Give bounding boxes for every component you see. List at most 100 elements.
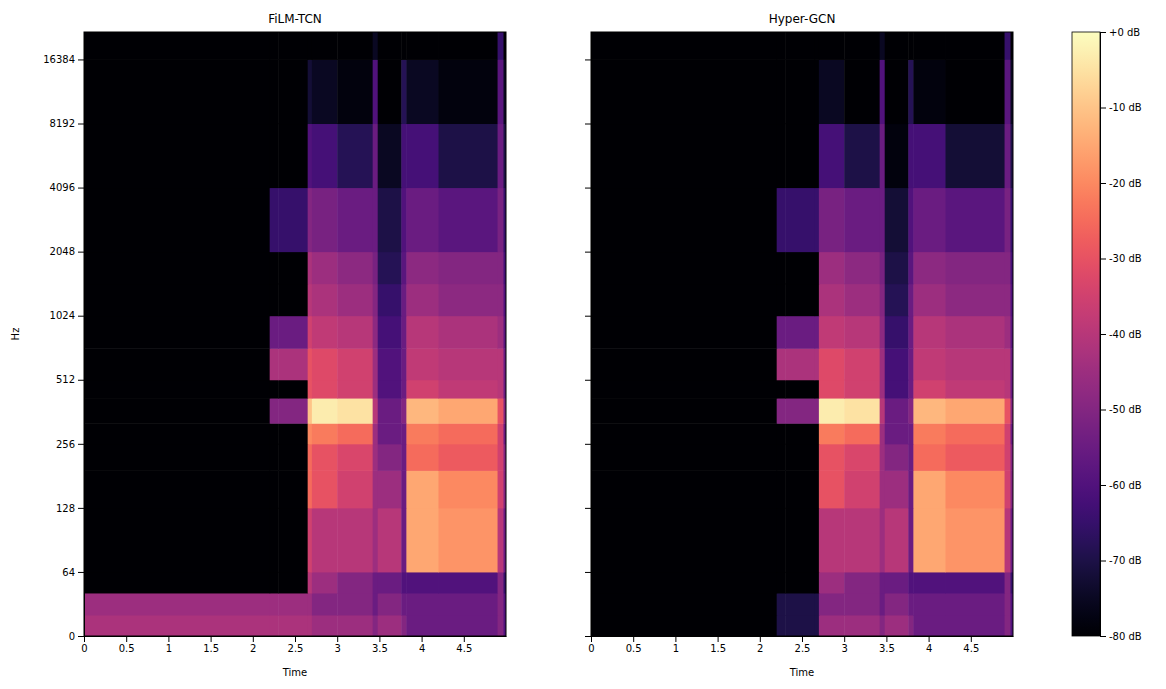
cell [913, 32, 946, 60]
cell [908, 32, 914, 60]
cell [270, 572, 279, 594]
tick-label: 0.5 [626, 643, 642, 654]
tick: 512 [56, 374, 84, 385]
cell [312, 444, 338, 471]
cell [880, 124, 886, 189]
cell [591, 284, 777, 317]
cell [312, 508, 338, 573]
cell [337, 124, 373, 189]
cell [337, 398, 373, 424]
cell [438, 470, 498, 508]
cell [438, 252, 498, 285]
cell [777, 508, 786, 573]
cell [84, 284, 270, 317]
cell [844, 348, 880, 380]
cell [406, 252, 439, 285]
cell [945, 593, 1005, 616]
cell [378, 398, 402, 424]
cell [945, 615, 1005, 636]
tick-label: 4 [926, 643, 932, 654]
cell [945, 284, 1005, 317]
cell [498, 316, 504, 349]
cell [406, 316, 439, 349]
tick-mark [168, 636, 169, 642]
cell [401, 593, 407, 616]
cell [945, 316, 1005, 349]
cell [785, 188, 815, 253]
cell [880, 348, 886, 380]
x-axis-title: Time [789, 667, 814, 678]
cell [913, 348, 946, 380]
tick-mark [1100, 636, 1106, 637]
cell [908, 124, 914, 189]
cell [84, 423, 270, 444]
cell [278, 398, 308, 424]
cell [312, 59, 338, 124]
cell [373, 32, 379, 60]
tick: 4 [926, 636, 932, 654]
cell [777, 124, 786, 189]
cell [308, 593, 313, 616]
cell [885, 32, 909, 60]
cell [913, 124, 946, 189]
tick: 128 [56, 503, 84, 514]
tick-mark [1100, 183, 1106, 184]
cell [378, 59, 402, 124]
cell [591, 615, 777, 636]
tick: 0 [588, 636, 594, 654]
cell [908, 316, 914, 349]
cell [278, 423, 308, 444]
cell [278, 252, 308, 285]
cell [844, 188, 880, 253]
cell [337, 508, 373, 573]
cell [880, 59, 886, 124]
tick [585, 59, 591, 60]
tick-mark [585, 252, 591, 253]
tick-mark [675, 636, 676, 642]
tick-mark [1100, 108, 1106, 109]
cells [591, 32, 1013, 636]
cell [815, 593, 820, 616]
tick: +0 dB [1100, 27, 1140, 38]
cell [270, 444, 279, 471]
cell [406, 444, 439, 471]
cell [785, 59, 815, 124]
axis: 00.511.522.533.544.5 [81, 636, 506, 654]
cell [337, 32, 373, 60]
cell [815, 284, 820, 317]
cell [308, 316, 313, 349]
cell [438, 380, 498, 399]
cell [337, 444, 373, 471]
plot-frame [591, 32, 1013, 636]
cell [913, 572, 946, 594]
cell [373, 348, 379, 380]
tick-mark [718, 636, 719, 642]
cell [498, 572, 504, 594]
cell [406, 615, 439, 636]
cell [373, 593, 379, 616]
cell [308, 508, 313, 573]
cell [278, 59, 308, 124]
cell [84, 316, 270, 349]
tick: -50 dB [1100, 404, 1142, 415]
cell [278, 470, 308, 508]
cell [498, 32, 504, 60]
cell [880, 398, 886, 424]
cell [378, 252, 402, 285]
cell [401, 252, 407, 285]
cell [406, 423, 439, 444]
cell [885, 59, 909, 124]
cell [438, 32, 498, 60]
cell [819, 380, 845, 399]
cell [373, 188, 379, 253]
cell [1005, 444, 1011, 471]
tick-mark [591, 636, 592, 642]
tick: 1.5 [710, 636, 726, 654]
cell [913, 615, 946, 636]
cell [278, 188, 308, 253]
tick [585, 572, 591, 573]
tick [585, 188, 591, 189]
cell [777, 380, 786, 399]
cell [785, 398, 815, 424]
cell [373, 423, 379, 444]
